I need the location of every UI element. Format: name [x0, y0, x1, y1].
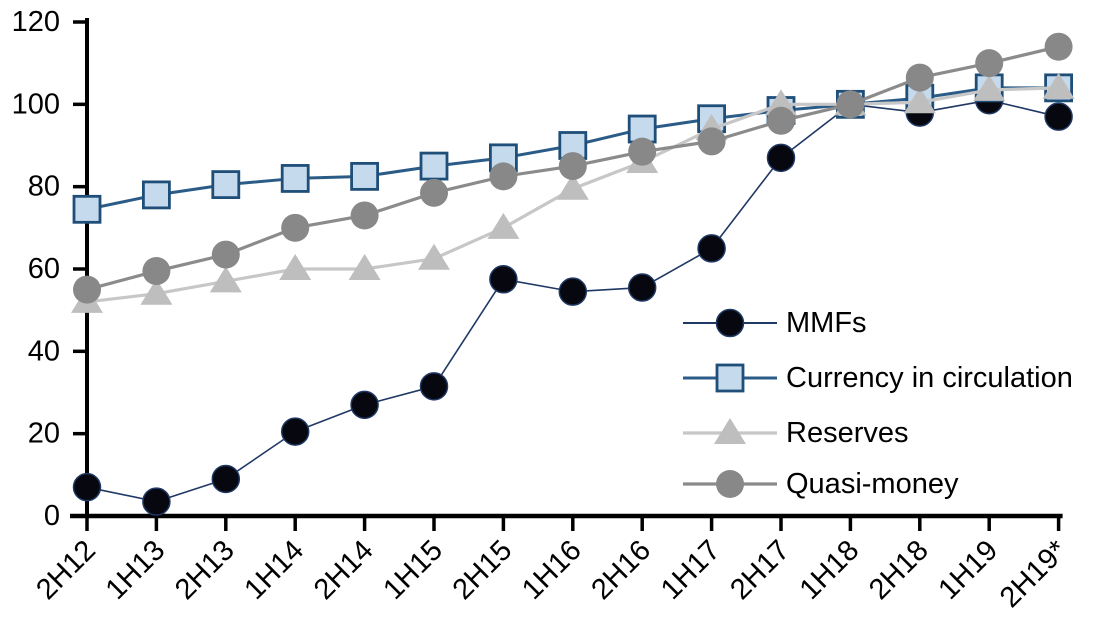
data-point-marker [556, 173, 589, 200]
y-tick-label: 100 [12, 88, 60, 120]
data-point-marker [1044, 102, 1073, 131]
x-tick-label: 1H16 [516, 534, 588, 606]
data-point-marker [627, 273, 657, 302]
data-point-marker [628, 137, 657, 166]
x-tick-label: 2H13 [169, 534, 241, 606]
data-point-marker [487, 212, 520, 239]
legend-label: Quasi-money [786, 468, 959, 500]
x-tick-label: 2H16 [585, 534, 657, 606]
data-point-marker [697, 234, 726, 263]
series-mmfs [72, 85, 1073, 516]
data-point-marker [72, 472, 102, 502]
data-point-marker [281, 213, 310, 242]
legend-label: Currency in circulation [786, 362, 1073, 394]
data-point-marker [418, 243, 450, 270]
data-point-marker [714, 418, 746, 444]
data-point-marker [73, 275, 101, 304]
data-point-marker [767, 106, 795, 135]
legend-item-quasi-money: Quasi-money [683, 468, 959, 500]
data-point-marker [209, 266, 242, 293]
x-tick-label: 2H18 [863, 534, 935, 606]
data-point-marker [715, 308, 745, 338]
data-point-marker [973, 74, 1006, 101]
data-point-marker [140, 278, 173, 305]
data-point-marker [279, 254, 312, 280]
data-point-marker [489, 265, 518, 294]
data-point-marker [1042, 72, 1075, 99]
data-point-marker [975, 49, 1004, 78]
data-point-marker [211, 170, 241, 200]
data-point-marker [141, 180, 171, 210]
x-tick-label: 2H15 [447, 534, 519, 606]
data-point-marker [350, 161, 380, 191]
data-point-marker [72, 194, 102, 224]
data-point-marker [280, 164, 310, 193]
data-point-marker [558, 152, 587, 181]
data-point-marker [716, 470, 744, 498]
data-point-marker [489, 162, 518, 191]
y-tick-label: 80 [28, 171, 60, 203]
data-point-marker [419, 151, 449, 181]
data-point-marker [211, 464, 241, 494]
y-tick-label: 20 [28, 418, 60, 450]
data-point-marker [836, 90, 865, 119]
x-tick-label: 1H17 [655, 534, 727, 606]
data-point-marker [350, 201, 379, 230]
y-axis: 0 20 40 60 80 100 120 [12, 6, 89, 532]
x-tick-label: 1H13 [100, 534, 172, 606]
data-point-marker [350, 390, 379, 420]
data-point-marker [905, 63, 934, 92]
y-tick-label: 40 [28, 335, 60, 367]
data-point-marker [419, 372, 449, 401]
legend: MMFs Currency in circulation Reserves Quasi… [683, 307, 1073, 500]
data-point-marker [142, 487, 171, 516]
x-axis: 2H121H132H131H142H141H152H151H162H161H17… [30, 513, 1074, 614]
data-point-marker [348, 254, 381, 280]
data-point-marker [558, 277, 588, 306]
x-tick-label: 2H17 [724, 534, 796, 606]
x-tick-label: 2H14 [308, 534, 380, 606]
legend-item-mmfs: MMFs [683, 307, 867, 339]
x-tick-label: 1H19 [932, 534, 1004, 606]
data-point-marker [765, 89, 797, 116]
y-tick-label: 0 [44, 500, 60, 532]
data-point-marker [903, 87, 936, 114]
x-tick-label: 1H18 [794, 534, 866, 606]
data-point-marker [280, 417, 310, 446]
series-quasi-money [73, 32, 1073, 304]
data-point-marker [420, 178, 448, 207]
data-point-marker [697, 127, 726, 156]
data-point-marker [1044, 32, 1073, 61]
x-tick-label: 1H14 [238, 534, 310, 606]
data-point-marker [211, 240, 240, 269]
data-point-marker [766, 143, 796, 173]
legend-label: MMFs [786, 307, 867, 339]
y-tick-label: 60 [28, 253, 60, 285]
legend-item-reserves: Reserves [683, 417, 909, 449]
data-point-marker [142, 257, 171, 286]
legend-label: Reserves [786, 417, 909, 449]
x-tick-label: 2H12 [30, 534, 102, 606]
x-tick-label: 2H19* [994, 534, 1074, 614]
y-tick-label: 120 [12, 6, 60, 38]
data-point-marker [715, 363, 745, 393]
x-tick-label: 1H15 [377, 534, 449, 606]
legend-item-currency-in-circulation: Currency in circulation [683, 362, 1073, 394]
